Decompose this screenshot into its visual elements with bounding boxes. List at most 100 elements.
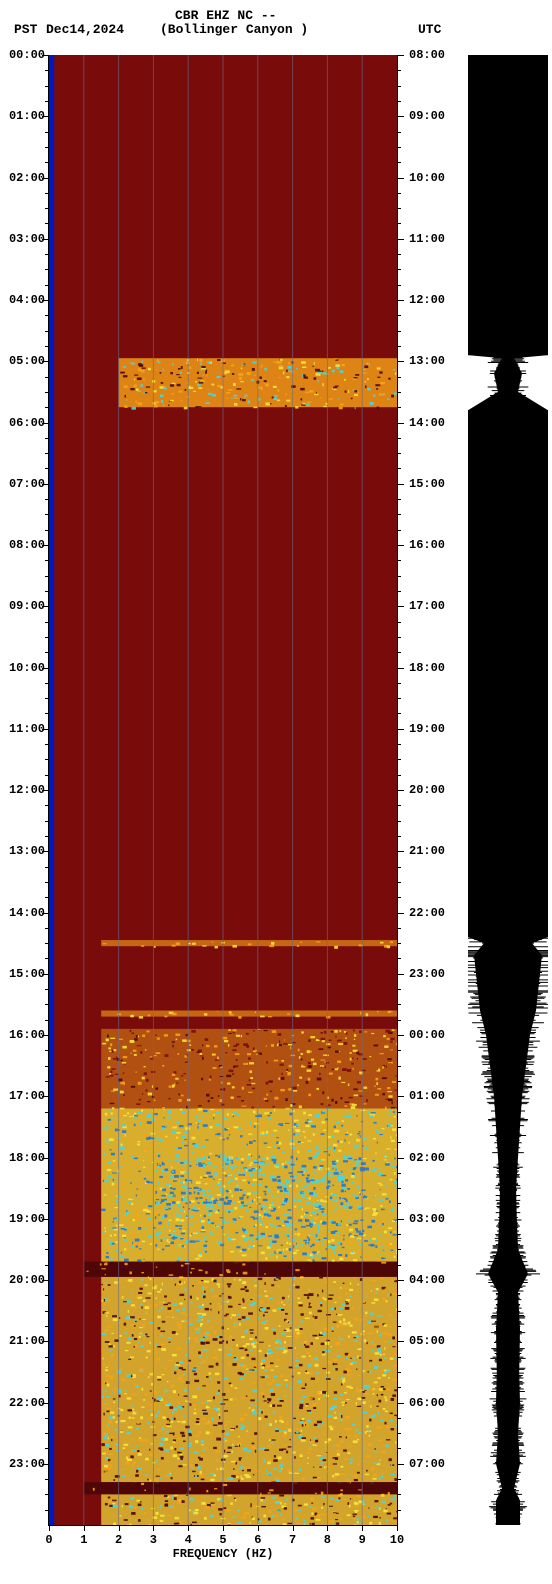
y-minor-tick-right [397, 744, 401, 745]
y-major-tick-left [42, 851, 49, 852]
x-axis-title: FREQUENCY (HZ) [49, 1547, 397, 1561]
y-major-tick-left [42, 1280, 49, 1281]
y-major-tick-right [397, 300, 404, 301]
y-major-tick-right [397, 1464, 404, 1465]
y-major-tick-right [397, 1096, 404, 1097]
y-major-tick-left [42, 1464, 49, 1465]
y-minor-tick-right [397, 1311, 401, 1312]
y-minor-tick-right [397, 560, 401, 561]
spectrogram-svg [49, 55, 397, 1525]
y-minor-tick-right [397, 958, 401, 959]
y-minor-tick-right [397, 315, 401, 316]
x-tick-mark [258, 1525, 259, 1531]
y-minor-tick-right [397, 1066, 401, 1067]
y-major-tick-right [397, 55, 404, 56]
x-tick-mark [119, 1525, 120, 1531]
y-minor-tick-right [397, 285, 401, 286]
x-tick-label: 6 [254, 1533, 261, 1547]
y-major-tick-left [42, 239, 49, 240]
x-tick-label: 3 [150, 1533, 157, 1547]
y-minor-tick-right [397, 1234, 401, 1235]
y-major-tick-left [42, 55, 49, 56]
x-tick-label: 5 [219, 1533, 226, 1547]
y-minor-tick-right [397, 132, 401, 133]
y-minor-tick-right [397, 882, 401, 883]
y-major-tick-right [397, 116, 404, 117]
x-tick-mark [293, 1525, 294, 1531]
x-tick-label: 2 [115, 1533, 122, 1547]
y-minor-tick-right [397, 821, 401, 822]
y-minor-tick-right [397, 346, 401, 347]
y-minor-tick-right [397, 928, 401, 929]
y-minor-tick-right [397, 1020, 401, 1021]
y-minor-tick-right [397, 1448, 401, 1449]
y-minor-tick-right [397, 897, 401, 898]
y-minor-tick-right [397, 468, 401, 469]
y-major-tick-right [397, 913, 404, 914]
y-minor-tick-right [397, 1188, 401, 1189]
y-minor-tick-right [397, 193, 401, 194]
y-minor-tick-right [397, 1142, 401, 1143]
x-tick-label: 9 [359, 1533, 366, 1547]
y-major-tick-left [42, 484, 49, 485]
y-major-tick-left [42, 790, 49, 791]
y-minor-tick-right [397, 1127, 401, 1128]
y-major-tick-left [42, 1035, 49, 1036]
y-major-tick-left [42, 545, 49, 546]
y-major-tick-left [42, 1341, 49, 1342]
y-minor-tick-right [397, 208, 401, 209]
y-major-tick-left [42, 729, 49, 730]
y-minor-tick-right [397, 254, 401, 255]
y-minor-tick-right [397, 943, 401, 944]
x-tick-label: 0 [45, 1533, 52, 1547]
y-major-tick-right [397, 484, 404, 485]
y-major-tick-right [397, 361, 404, 362]
y-minor-tick-right [397, 637, 401, 638]
y-major-tick-right [397, 1403, 404, 1404]
y-minor-tick-right [397, 377, 401, 378]
y-minor-tick-right [397, 223, 401, 224]
y-minor-tick-right [397, 1387, 401, 1388]
y-minor-tick-right [397, 438, 401, 439]
y-major-tick-right [397, 729, 404, 730]
y-minor-tick-right [397, 591, 401, 592]
y-minor-tick-right [397, 101, 401, 102]
x-tick-mark [327, 1525, 328, 1531]
x-tick-mark [49, 1525, 50, 1531]
y-major-tick-right [397, 423, 404, 424]
y-major-tick-left [42, 423, 49, 424]
x-tick-mark [188, 1525, 189, 1531]
y-minor-tick-right [397, 147, 401, 148]
y-minor-tick-right [397, 392, 401, 393]
y-major-tick-right [397, 606, 404, 607]
y-minor-tick-right [397, 622, 401, 623]
y-major-tick-right [397, 178, 404, 179]
y-major-tick-right [397, 851, 404, 852]
y-minor-tick-right [397, 407, 401, 408]
y-minor-tick-right [397, 1203, 401, 1204]
x-tick-mark [362, 1525, 363, 1531]
x-tick-label: 1 [80, 1533, 87, 1547]
y-major-tick-right [397, 1280, 404, 1281]
seismogram-panel [468, 55, 548, 1525]
y-major-tick-right [397, 545, 404, 546]
y-minor-tick-right [397, 698, 401, 699]
y-minor-tick-right [397, 162, 401, 163]
y-minor-tick-right [397, 1081, 401, 1082]
x-tick-mark [153, 1525, 154, 1531]
y-minor-tick-right [397, 1050, 401, 1051]
y-minor-tick-right [397, 1433, 401, 1434]
y-minor-tick-right [397, 713, 401, 714]
y-major-tick-left [42, 1158, 49, 1159]
y-major-tick-right [397, 239, 404, 240]
y-minor-tick-right [397, 1418, 401, 1419]
y-major-tick-left [42, 606, 49, 607]
y-minor-tick-right [397, 70, 401, 71]
y-minor-tick-right [397, 530, 401, 531]
y-major-tick-left [42, 974, 49, 975]
y-minor-tick-right [397, 759, 401, 760]
x-tick-label: 10 [390, 1533, 404, 1547]
y-minor-tick-right [397, 1510, 401, 1511]
y-minor-tick-right [397, 1326, 401, 1327]
y-minor-tick-right [397, 1004, 401, 1005]
